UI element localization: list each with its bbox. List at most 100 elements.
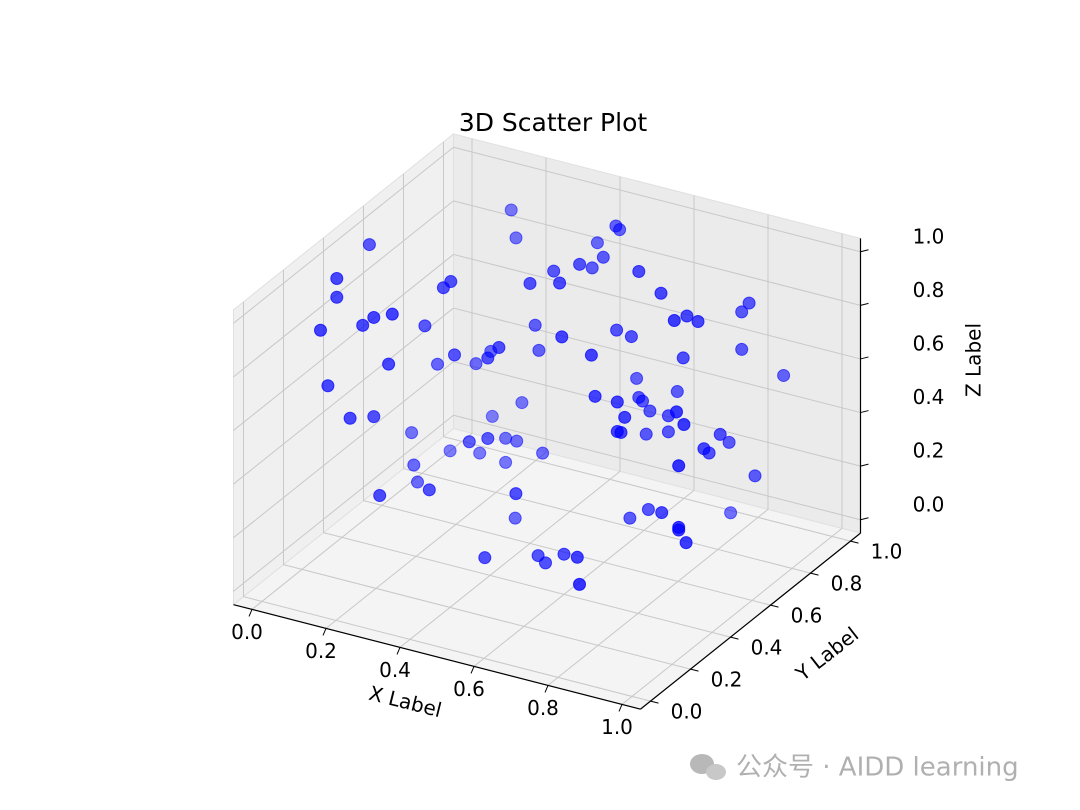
point (570, 550, 584, 564)
point (504, 203, 518, 217)
grid-line (403, 468, 811, 574)
point (573, 577, 586, 591)
point (672, 459, 686, 473)
point (722, 435, 736, 449)
grid-line (323, 532, 731, 638)
grid-line (233, 146, 454, 324)
y-tick (690, 668, 699, 672)
point (508, 511, 522, 525)
point (655, 506, 669, 520)
z-tick-label: 0.6 (913, 331, 945, 355)
grid-line (453, 146, 861, 253)
z-tick (860, 356, 869, 360)
x-tick (396, 647, 401, 655)
y-tick-label: 1.0 (871, 540, 903, 564)
point (547, 264, 561, 278)
point (499, 431, 513, 445)
grid-line (547, 509, 769, 686)
x-tick (248, 609, 253, 617)
point (557, 547, 571, 561)
x-tick-label: 0.2 (305, 639, 337, 663)
point (735, 342, 749, 356)
point (643, 404, 657, 418)
point (680, 309, 694, 323)
point (724, 506, 738, 520)
point (469, 357, 483, 371)
grid-line (453, 361, 861, 467)
point (330, 271, 344, 285)
z-tick (860, 463, 869, 467)
watermark-text: 公众号 · AIDD learning (736, 753, 1019, 783)
x-axis-label: X Label (367, 681, 445, 722)
point (321, 379, 335, 393)
point (444, 275, 458, 289)
y-axis (640, 532, 861, 710)
z-tick-label: 0.2 (913, 439, 945, 463)
grid (233, 138, 861, 705)
point (670, 385, 684, 399)
y-tick-label: 0.6 (791, 604, 823, 628)
point (314, 323, 327, 337)
y-tick (730, 636, 739, 640)
point (422, 483, 436, 497)
x-tick (544, 685, 549, 693)
point (418, 319, 432, 333)
point (639, 427, 653, 441)
axes: 0.0 0.2 0.4 0.6 0.8 1.0 0.0 0.2 0.4 0.6 0.8 1.0 0.0 0… (231, 224, 944, 739)
point (713, 427, 727, 441)
watermark: 公众号 · AIDD learning (690, 753, 1019, 783)
point (528, 318, 542, 332)
z-tick (860, 302, 869, 306)
point (485, 409, 499, 423)
grid-line (443, 436, 851, 542)
x-tick-label: 1.0 (601, 715, 633, 739)
grid-line (399, 471, 621, 648)
x-tick (470, 666, 475, 674)
point (777, 368, 791, 382)
grid-line (233, 361, 454, 539)
watermark-icon (706, 764, 726, 780)
y-tick-label: 0.8 (831, 572, 863, 596)
z-tick (860, 410, 869, 414)
point (672, 520, 686, 534)
point (448, 348, 461, 362)
point (536, 446, 550, 460)
y-tick (770, 604, 779, 608)
point (610, 395, 624, 409)
grid-line (233, 254, 454, 431)
panes (232, 132, 862, 710)
grid-line (251, 433, 473, 610)
point (515, 396, 529, 410)
point (539, 556, 552, 570)
point (385, 307, 399, 321)
y-tick (850, 540, 859, 544)
point (679, 536, 693, 550)
point (509, 487, 523, 501)
point (343, 411, 357, 425)
point (405, 426, 419, 440)
grid-line (243, 596, 651, 702)
point (596, 250, 610, 264)
point (573, 257, 587, 271)
z-tick-label: 1.0 (913, 224, 945, 248)
z-tick-label: 0.0 (913, 492, 945, 516)
x-tick (322, 628, 327, 636)
y-axis-label: Y Label (790, 622, 863, 686)
grid-line (453, 253, 861, 360)
point (356, 318, 370, 332)
point (585, 261, 599, 275)
point (654, 286, 668, 300)
x-axis (233, 604, 641, 710)
point (735, 305, 749, 319)
point (614, 425, 628, 439)
point (691, 315, 705, 329)
y-tick-label: 0.0 (671, 700, 703, 724)
points (314, 203, 791, 591)
point (407, 458, 421, 472)
x-tick-label: 0.6 (453, 677, 485, 701)
point (481, 431, 495, 445)
y-tick (810, 572, 819, 576)
point (330, 290, 344, 304)
y-tick-label: 0.4 (751, 636, 783, 660)
